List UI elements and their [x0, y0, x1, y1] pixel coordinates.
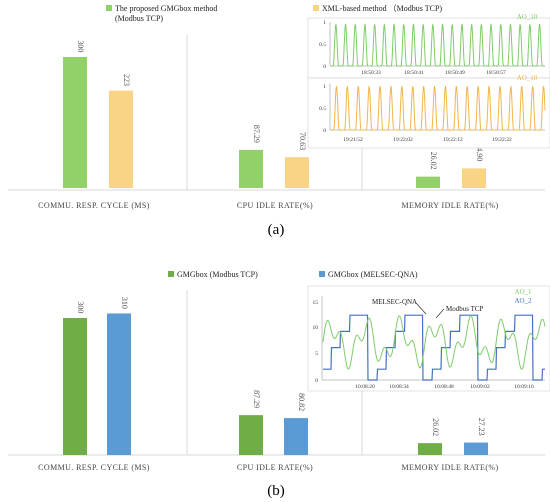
- inset-x-tick: 19:22:22: [492, 137, 512, 143]
- inset-x-tick: 10:09:16: [514, 384, 534, 390]
- inset-x-tick: 18:50:57: [486, 70, 506, 76]
- inset-waveform-b: 15 10 5 0 AO_1 AO_2 MELSEC-QNA Modbus TC…: [307, 285, 550, 392]
- inset-y-tick: 0: [323, 64, 326, 70]
- inset-x-tick: 10:08:20: [355, 384, 375, 390]
- data-label-memory-series-1: 26.02: [431, 418, 440, 436]
- annotation-arrow: [435, 308, 445, 319]
- annotation-melsec: MELSEC-QNA: [372, 298, 417, 306]
- inset-y-tick: 0: [315, 378, 318, 384]
- data-label-commu-series-2: 310: [120, 297, 129, 309]
- data-label-cpu-series-2: 70.63: [298, 132, 307, 150]
- category-label-cpu: CPU IDLE RATE(%): [237, 463, 313, 472]
- inset-x-tick: 10:08:48: [434, 384, 454, 390]
- inset-x-tick: 10:09:02: [470, 384, 490, 390]
- inset-waveform-top: 1 0.5 0 AO_10 18:50:33 18:50:41 18:50:49…: [307, 13, 550, 79]
- bar-memory-series-2: [462, 168, 486, 188]
- bar-commu-series-2: [109, 90, 133, 188]
- inset-x-tick: 19:22:02: [393, 137, 413, 143]
- data-label-commu-series-2: 223: [122, 74, 131, 86]
- legend-swatch-modbus: [168, 271, 174, 277]
- inset-y-tick: 15: [313, 300, 319, 306]
- inset-y-tick: 0: [323, 128, 326, 134]
- inset-waveform-bottom: 1 0.5 0 AO_10 19:21:52 19:22:02 19:22:12…: [307, 74, 550, 149]
- bar-cpu-series-1: [239, 415, 263, 455]
- legend-label-gmgbox-line2: (Modbus TCP): [115, 14, 163, 23]
- category-label-memory: MEMORY IDLE RATE(%): [401, 201, 498, 210]
- inset-x-tick: 18:50:33: [361, 70, 381, 76]
- annotation-modbus: Modbus TCP: [446, 305, 484, 313]
- inset-series-ao10-green: [331, 23, 545, 67]
- inset-series-ao10-orange: [331, 85, 546, 131]
- category-label-memory: MEMORY IDLE RATE(%): [401, 463, 498, 472]
- data-label-commu-series-1: 300: [76, 301, 85, 313]
- data-label-commu-series-1: 300: [76, 40, 85, 52]
- inset-y-tick: 0.5: [319, 42, 326, 48]
- panel-a: The proposed GMGbox method (Modbus TCP) …: [8, 4, 550, 238]
- bars-a: 300 87.29 26.02 223 70.63 44.90: [63, 40, 486, 188]
- legend-label-modbus: GMGbox (Modbus TCP): [177, 270, 258, 279]
- data-label-cpu-series-1: 87.29: [252, 125, 261, 143]
- legend-label-melsec: GMGbox (MELSEC-QNA): [328, 270, 418, 279]
- inset-series-label: AO_10: [517, 74, 538, 82]
- data-label-cpu-series-2: 80.82: [297, 393, 306, 411]
- category-label-commu: COMMU. RESP. CYCLE (MS): [38, 463, 150, 472]
- inset-y-tick: 1: [323, 20, 326, 26]
- legend-swatch-melsec: [319, 271, 325, 277]
- inset-y-tick: 5: [315, 351, 318, 357]
- inset-series-label-ao2: AO_2: [514, 297, 532, 305]
- panel-caption-a: (a): [268, 222, 285, 238]
- inset-series-label: AO_10: [517, 13, 538, 21]
- bar-memory-series-1: [418, 443, 442, 455]
- category-label-commu: COMMU. RESP. CYCLE (MS): [38, 201, 150, 210]
- inset-x-tick: 19:21:52: [343, 137, 363, 143]
- data-label-memory-series-2: 27.23: [477, 418, 486, 436]
- bars-b: 300 87.29 26.02 310 80.82 27.23: [63, 297, 488, 455]
- inset-x-tick: 19:22:12: [443, 137, 463, 143]
- bar-memory-series-2: [464, 442, 488, 455]
- bar-commu-series-1: [63, 57, 87, 188]
- inset-series-ao2: [323, 314, 545, 381]
- data-label-memory-series-2: 44.90: [475, 143, 484, 161]
- panel-b: GMGbox (Modbus TCP) GMGbox (MELSEC-QNA) …: [8, 270, 550, 499]
- inset-x-tick: 10:08:34: [389, 384, 409, 390]
- bar-commu-series-1: [63, 318, 87, 455]
- legend-swatch-gmgbox: [106, 5, 112, 11]
- data-label-cpu-series-1: 87.29: [252, 390, 261, 408]
- bar-commu-series-2: [107, 313, 131, 455]
- data-label-memory-series-1: 26.02: [429, 152, 438, 170]
- inset-x-tick: 18:50:49: [445, 70, 465, 76]
- bar-memory-series-1: [416, 176, 440, 188]
- bar-cpu-series-2: [285, 157, 309, 188]
- inset-y-tick: 0.5: [319, 106, 326, 112]
- panel-caption-b: (b): [267, 483, 285, 499]
- inset-x-tick: 18:50:41: [404, 70, 424, 76]
- category-label-cpu: CPU IDLE RATE(%): [237, 201, 313, 210]
- annotation-arrow: [415, 302, 427, 315]
- inset-y-tick: 10: [313, 325, 319, 331]
- legend-label-xml: XML-based method （Modbus TCP): [322, 4, 442, 13]
- legend-swatch-xml: [313, 5, 319, 11]
- inset-y-tick: 1: [323, 84, 326, 90]
- legend-label-gmgbox-line1: The proposed GMGbox method: [115, 4, 217, 13]
- bar-cpu-series-1: [239, 149, 263, 188]
- inset-series-label-ao1: AO_1: [514, 288, 532, 296]
- inset-series-ao1: [322, 315, 546, 370]
- bar-cpu-series-2: [284, 418, 308, 455]
